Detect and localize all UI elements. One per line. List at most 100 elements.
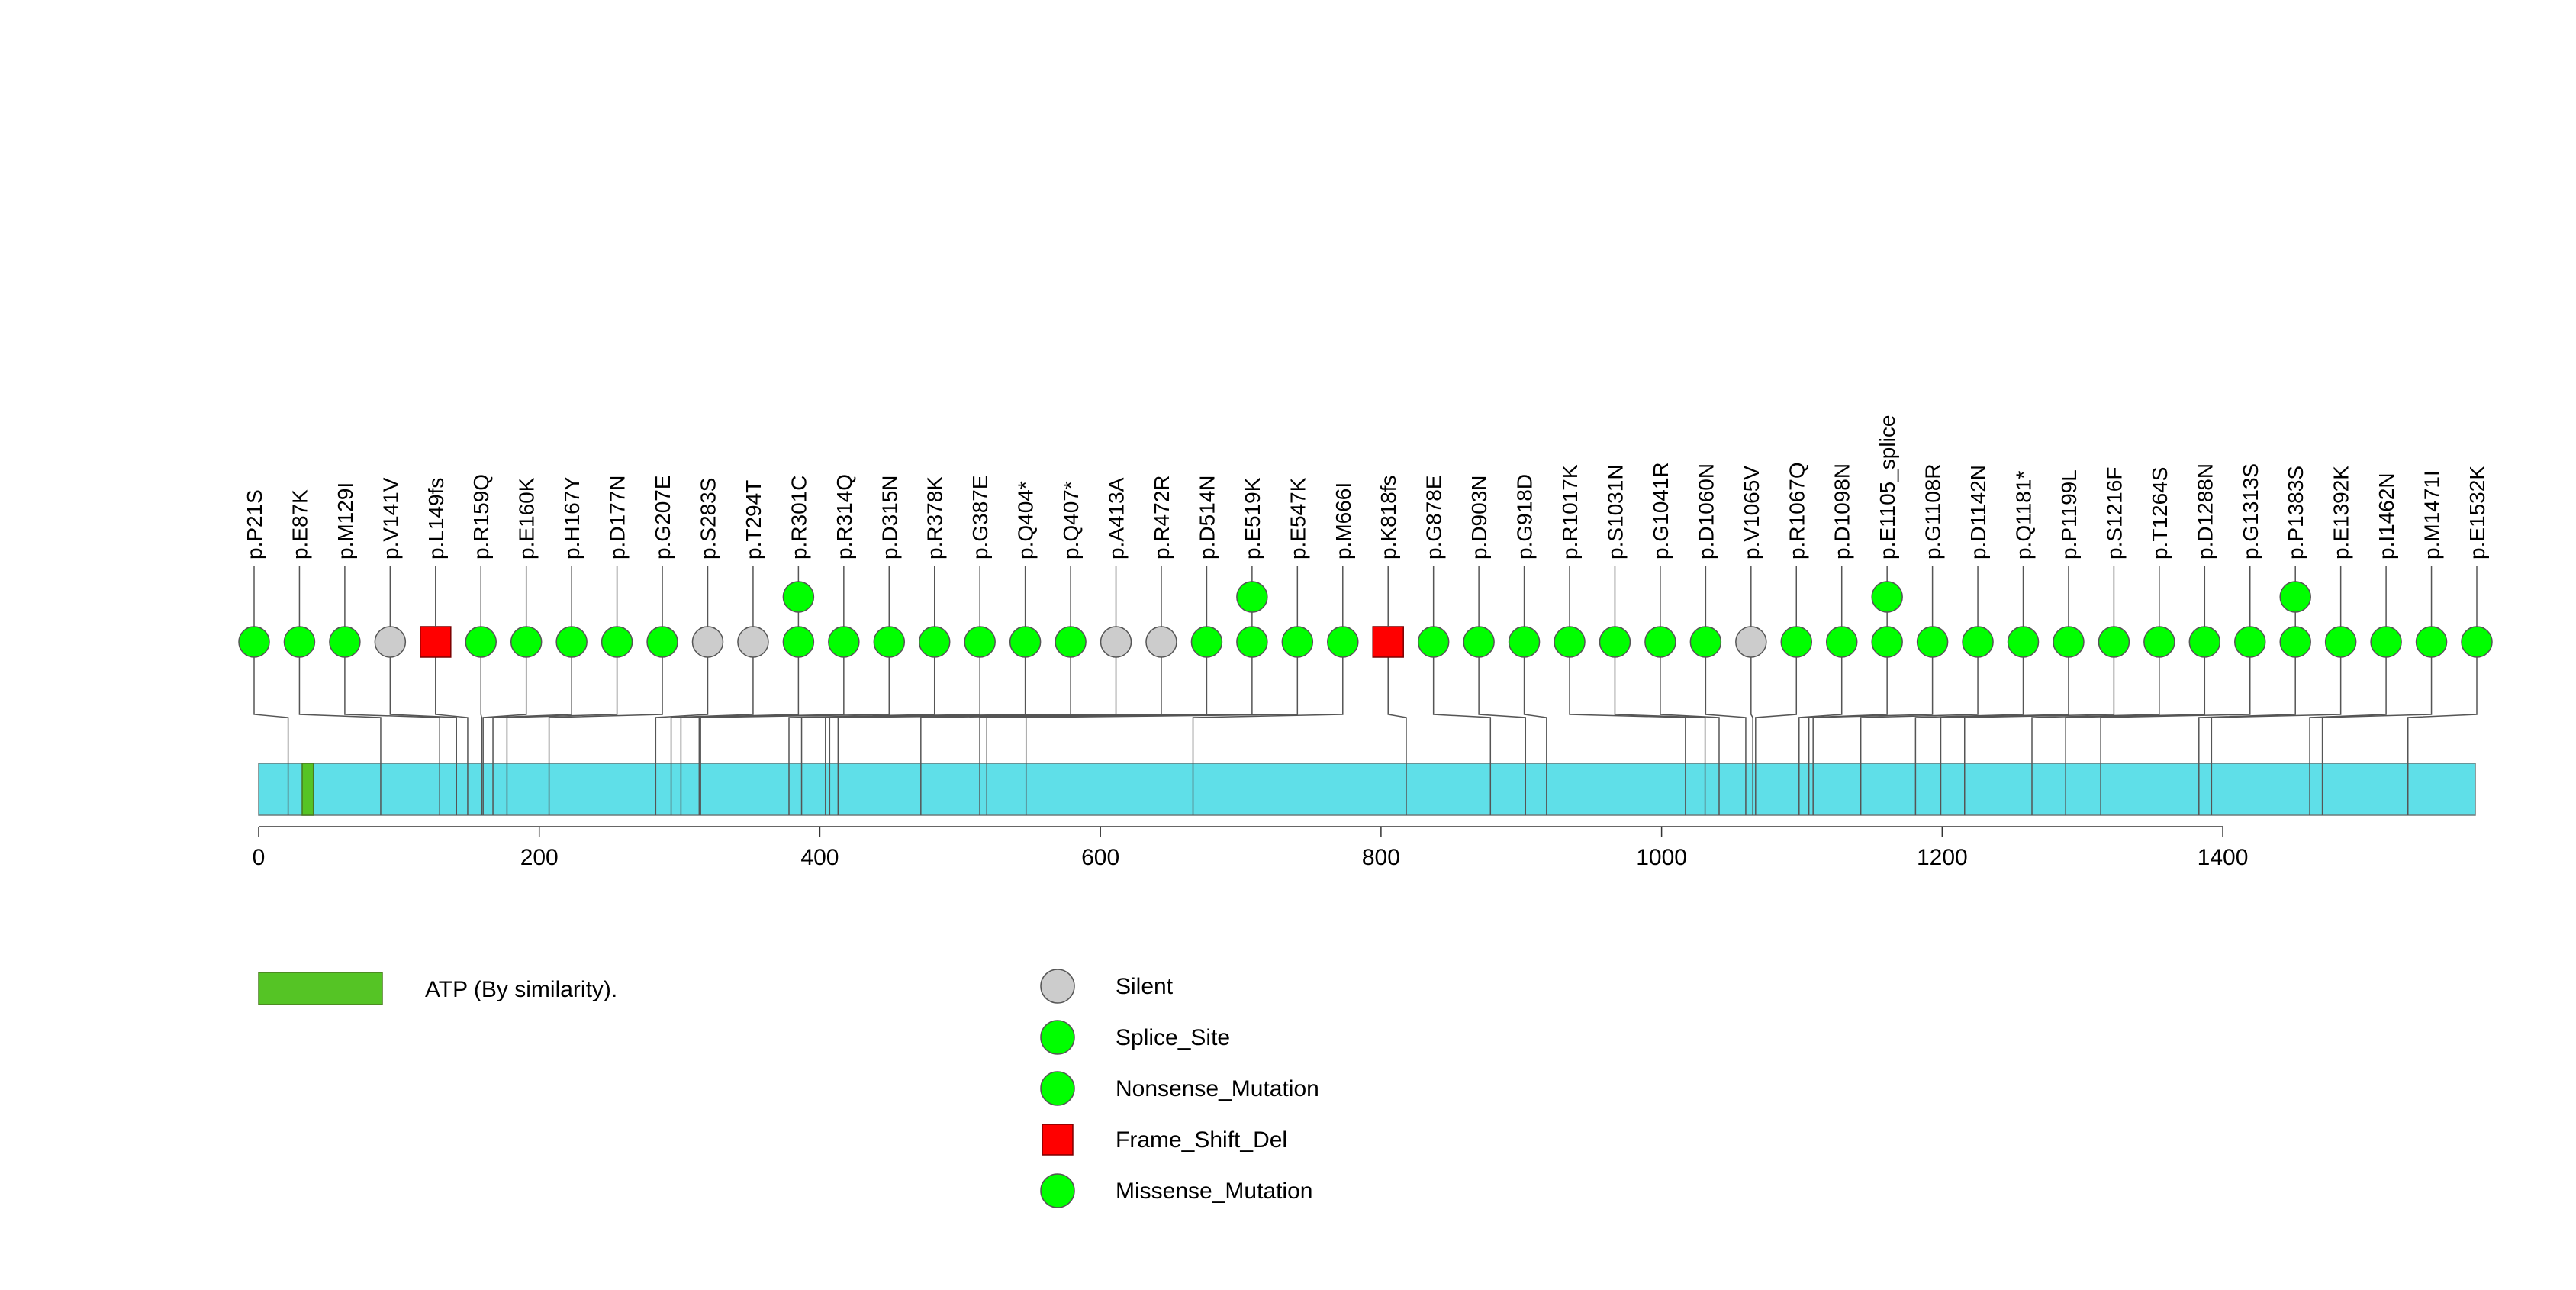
- connector-d1098n: [1798, 657, 1843, 763]
- label-l149fs: p.L149fs: [424, 478, 448, 560]
- marker-d1288n: [2188, 626, 2221, 658]
- marker-s283s: [691, 626, 724, 658]
- connector-v141v: [389, 657, 457, 763]
- label-m129i: p.M129I: [333, 482, 357, 560]
- marker-l149fs: [420, 626, 452, 658]
- x-axis: 0 200 400 600 800 1000 1200 1400: [253, 826, 2249, 870]
- label-r1067q: p.R1067Q: [1785, 462, 1808, 560]
- marker-r472r: [1145, 626, 1177, 658]
- protein-backbone-layer: [258, 763, 2476, 816]
- marker-k818fs: [1372, 626, 1404, 658]
- marker-e1392k: [2324, 626, 2357, 658]
- label-p1199l: p.P1199L: [2057, 469, 2081, 560]
- x-tick-label-0: 0: [253, 845, 266, 870]
- connector-h167y: [492, 657, 572, 763]
- label-r1017k: p.R1017K: [1558, 464, 1582, 560]
- x-tick-label-1400: 1400: [2198, 845, 2249, 870]
- marker-p1199l: [2053, 626, 2085, 658]
- connector-r1067q: [1755, 657, 1798, 763]
- connector-g387e: [800, 657, 980, 763]
- label-v141v: p.V141V: [378, 477, 402, 560]
- connector-r378k: [788, 657, 935, 763]
- connector-r314q: [698, 657, 845, 763]
- connector-d315n: [700, 657, 890, 763]
- legend-swatch-silent: [1040, 969, 1075, 1004]
- legend-label-frame_shift_del: Frame_Shift_Del: [1116, 1127, 1287, 1153]
- connector-t1264s: [2031, 657, 2160, 763]
- label-r378k: p.R378K: [923, 476, 947, 560]
- label-k818fs: p.K818fs: [1377, 475, 1400, 560]
- marker-p1383s: [2279, 626, 2311, 658]
- label-e1532k: p.E1532K: [2465, 466, 2489, 560]
- connector-p1383s: [2198, 657, 2296, 763]
- label-d1098n: p.D1098N: [1831, 463, 1854, 560]
- marker-e1532k: [2461, 626, 2493, 658]
- label-v1065v: p.V1065V: [1740, 466, 1763, 560]
- connector-d514n: [979, 657, 1208, 763]
- connector-d1288n: [2065, 657, 2206, 763]
- marker-d1098n: [1825, 626, 1858, 658]
- marker2-r301c: [782, 581, 815, 613]
- legend-swatch-missense_mutation: [1040, 1173, 1075, 1208]
- connector-e160k: [482, 657, 527, 763]
- connector-s1031n: [1614, 657, 1706, 763]
- connector-g878e: [1432, 657, 1492, 763]
- connector-m129i: [344, 657, 440, 763]
- label-r301c: p.R301C: [787, 475, 810, 560]
- marker-h167y: [555, 626, 588, 658]
- label-g1108r: p.G1108R: [1921, 463, 1945, 560]
- marker-e160k: [510, 626, 543, 658]
- marker-s1031n: [1599, 626, 1631, 658]
- label-s1031n: p.S1031N: [1603, 464, 1627, 560]
- legend-swatch-nonsense_mutation: [1040, 1071, 1075, 1106]
- marker-r301c: [782, 626, 815, 658]
- marker-g1041r: [1644, 626, 1676, 658]
- marker-e519k: [1236, 626, 1268, 658]
- marker-e87k: [283, 626, 316, 658]
- connector-r472r: [920, 657, 1162, 763]
- connector-p1199l: [1940, 657, 2069, 763]
- x-tick-label-200: 200: [520, 845, 559, 870]
- x-tick-label-400: 400: [800, 845, 839, 870]
- connector-lines: [253, 657, 2478, 763]
- connector-e1105_splice: [1808, 657, 1888, 763]
- connector-g1313s: [2100, 657, 2251, 763]
- mutation-labels: p.P21S p.E87K p.M129I p.V141V p.L149fs p.R159…: [243, 415, 2489, 560]
- marker-r314q: [828, 626, 860, 658]
- label-m1471i: p.M1471I: [2420, 470, 2444, 560]
- marker-g207e: [646, 626, 678, 658]
- connector-q1181stop: [1914, 657, 2024, 763]
- connector-s283s: [655, 657, 709, 763]
- label-g1041r: p.G1041R: [1649, 462, 1673, 560]
- marker-q1181stop: [2007, 626, 2040, 658]
- label-q404stop: p.Q404*: [1014, 481, 1038, 560]
- marker-d315n: [873, 626, 906, 658]
- connector-g207e: [548, 657, 663, 763]
- label-d315n: p.D315N: [877, 475, 901, 560]
- connector-q407stop: [829, 657, 1071, 763]
- connector-i1462n: [2309, 657, 2387, 763]
- label-q1181stop: p.Q1181*: [2012, 471, 2036, 560]
- marker2-p1383s: [2279, 581, 2311, 613]
- marker-g1313s: [2234, 626, 2266, 658]
- marker-r1067q: [1780, 626, 1813, 658]
- connector-l149fs: [435, 657, 469, 763]
- label-e547k: p.E547K: [1286, 477, 1309, 560]
- label-e160k: p.E160K: [515, 477, 539, 560]
- label-g207e: p.G207E: [651, 475, 675, 560]
- label-g878e: p.G878E: [1422, 475, 1446, 560]
- marker-d514n: [1190, 626, 1223, 658]
- x-tick-label-1000: 1000: [1636, 845, 1687, 870]
- label-d177n: p.D177N: [606, 475, 630, 560]
- marker-d1142n: [1962, 626, 1994, 658]
- marker-m129i: [329, 626, 361, 658]
- connector-v1065v: [1750, 657, 1753, 763]
- marker-p21s: [238, 626, 270, 658]
- marker-e1105_splice: [1871, 626, 1903, 658]
- marker-d903n: [1463, 626, 1495, 658]
- marker-m666i: [1327, 626, 1359, 658]
- domain-atp: [301, 763, 314, 816]
- marker-v1065v: [1735, 626, 1767, 658]
- label-d1142n: p.D1142N: [1966, 465, 1990, 560]
